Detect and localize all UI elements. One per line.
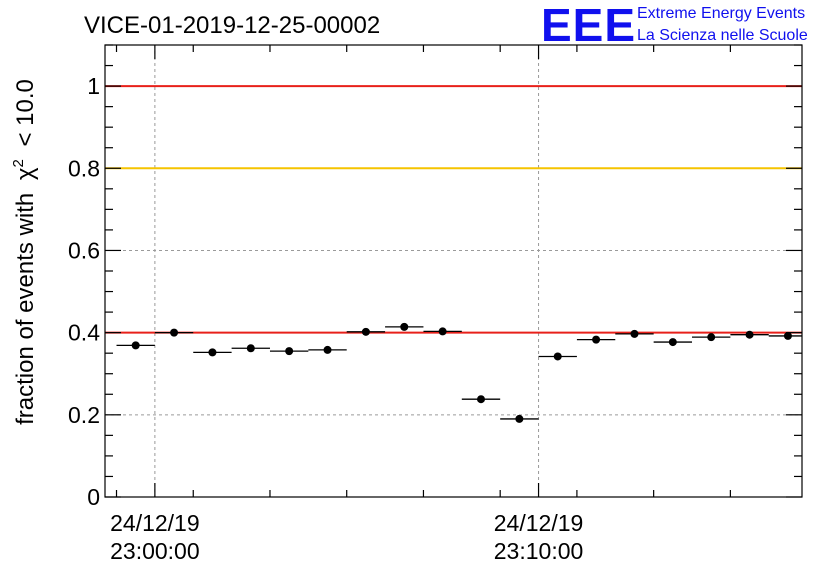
data-point-18 — [768, 331, 802, 340]
point-marker — [707, 333, 716, 342]
y-tick-label-1: 0.2 — [68, 402, 100, 428]
data-point-2 — [154, 328, 194, 337]
data-point-10 — [461, 395, 501, 404]
y-axis-label: fraction of events with χ2 < 10.0 — [2, 79, 39, 425]
y-tick-labels: 0 0.2 0.4 0.6 0.8 1 — [68, 73, 100, 510]
point-marker — [170, 328, 179, 337]
data-point-13 — [576, 335, 616, 344]
point-marker — [131, 341, 140, 350]
data-point-12 — [538, 352, 577, 361]
reference-lines — [105, 85, 802, 334]
y-tick-label-0: 0 — [87, 484, 100, 510]
point-marker — [208, 348, 217, 357]
eee-logo: EEE Extreme Energy Events La Scienza nel… — [541, 0, 808, 51]
data-point-11 — [500, 414, 539, 423]
data-point-1 — [116, 341, 155, 350]
y-tick-label-3: 0.6 — [68, 237, 100, 263]
data-point-15 — [653, 338, 693, 347]
y-axis-label-suffix: < 10.0 — [12, 79, 39, 146]
point-marker — [285, 347, 294, 356]
grid — [105, 45, 802, 497]
axis-ticks — [105, 44, 802, 498]
data-point-4 — [231, 344, 270, 353]
y-axis-label-text: fraction of events with — [12, 193, 39, 425]
point-marker — [783, 331, 792, 340]
data-point-9 — [423, 327, 462, 336]
point-marker — [438, 327, 447, 336]
point-marker — [515, 414, 524, 423]
point-marker — [246, 344, 255, 353]
point-marker — [553, 352, 562, 361]
point-marker — [668, 338, 677, 347]
chart-title: VICE-01-2019-12-25-00002 — [84, 12, 380, 39]
x-tick-time-1: 23:10:00 — [494, 538, 584, 564]
logo-line-2: La Scienza nelle Scuole — [637, 27, 808, 44]
x-tick-labels: 24/12/1923:00:0024/12/1923:10:0024/12/19… — [110, 510, 584, 564]
y-tick-label-2: 0.4 — [68, 320, 100, 346]
x-tick-time-0: 23:00:00 — [110, 538, 200, 564]
point-marker — [361, 327, 370, 336]
point-marker — [476, 395, 485, 404]
data-point-17 — [730, 330, 769, 339]
data-point-6 — [308, 345, 347, 354]
data-point-14 — [615, 329, 654, 338]
x-tick-date-0: 24/12/19 — [110, 510, 200, 536]
x-tick-date-1: 24/12/19 — [494, 510, 584, 536]
logo-mark: EEE — [541, 0, 636, 51]
y-axis-label-exponent: 2 — [10, 159, 27, 167]
point-marker — [400, 322, 409, 331]
data-point-7 — [346, 327, 386, 336]
point-marker — [745, 330, 754, 339]
plot-frame — [104, 44, 803, 498]
y-tick-label-4: 0.8 — [68, 155, 100, 181]
data-point-3 — [193, 348, 232, 357]
point-marker — [592, 335, 601, 344]
data-point-8 — [385, 322, 424, 331]
data-points — [116, 322, 802, 423]
logo-line-1: Extreme Energy Events — [637, 5, 805, 22]
point-marker — [630, 329, 639, 338]
data-point-5 — [269, 347, 309, 356]
point-marker — [323, 345, 332, 354]
y-axis-label-symbol: χ — [12, 167, 39, 180]
y-tick-label-5: 1 — [87, 73, 100, 99]
data-point-16 — [692, 333, 731, 342]
